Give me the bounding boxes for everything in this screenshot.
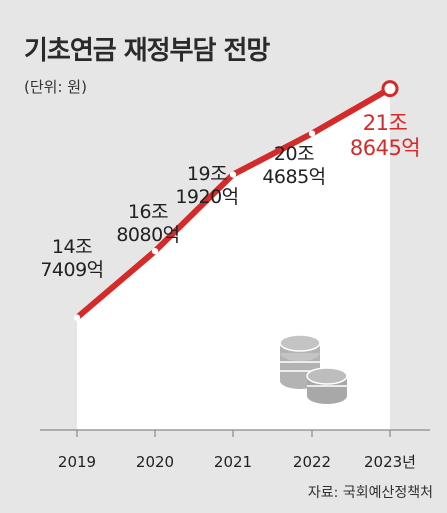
data-label-hundred-million: 4685억 bbox=[262, 166, 325, 188]
data-point bbox=[151, 247, 159, 255]
data-point bbox=[308, 130, 316, 137]
x-tick-label: 2020 bbox=[136, 453, 174, 471]
x-tick-label: 2019 bbox=[58, 453, 96, 471]
data-label-hundred-million: 1920억 bbox=[175, 186, 238, 208]
x-tick-label: 2021 bbox=[214, 453, 252, 471]
data-label-hundred-million: 8645억 bbox=[350, 136, 420, 160]
chart-title: 기초연금 재정부담 전망 bbox=[24, 36, 270, 66]
x-tick-label: 2022 bbox=[293, 453, 331, 471]
data-label-hundred-million: 8080억 bbox=[116, 224, 179, 246]
data-label-trillion: 21조 bbox=[363, 111, 408, 135]
chart-source: 자료: 국회예산정책처 bbox=[307, 485, 433, 501]
data-point bbox=[73, 314, 81, 321]
data-point bbox=[229, 171, 237, 178]
data-label-trillion: 19조 bbox=[187, 163, 227, 185]
coin-stack-icon bbox=[279, 334, 348, 404]
data-label-trillion: 14조 bbox=[52, 236, 92, 258]
data-label-trillion: 20조 bbox=[274, 143, 314, 165]
x-tick-label: 2023년 bbox=[364, 453, 416, 471]
chart-unit-note: (단위: 원) bbox=[24, 78, 87, 96]
data-label-hundred-million: 7409억 bbox=[40, 259, 103, 281]
data-label-trillion: 16조 bbox=[128, 201, 168, 223]
data-point-highlight bbox=[381, 80, 399, 98]
